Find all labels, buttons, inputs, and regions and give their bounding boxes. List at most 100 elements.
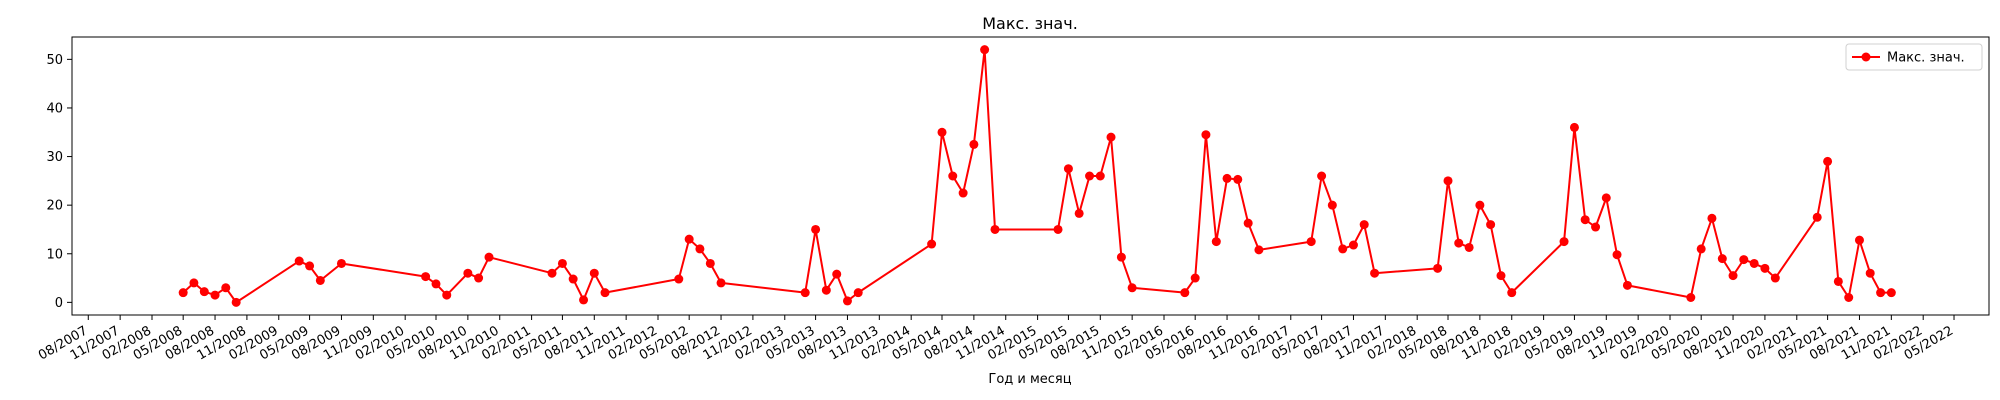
y-tick-label: 0 bbox=[55, 296, 63, 311]
data-point bbox=[1591, 222, 1601, 232]
y-tick-label: 40 bbox=[46, 101, 63, 116]
data-point bbox=[1686, 293, 1696, 302]
data-point bbox=[1749, 258, 1759, 268]
data-point bbox=[210, 290, 220, 300]
data-point bbox=[221, 283, 231, 293]
data-point bbox=[1127, 283, 1137, 293]
data-point bbox=[568, 274, 578, 284]
data-point bbox=[927, 239, 937, 249]
data-point bbox=[1770, 273, 1780, 283]
data-point bbox=[1370, 268, 1380, 278]
data-point bbox=[484, 252, 494, 262]
data-point bbox=[547, 268, 557, 278]
data-point bbox=[980, 45, 990, 55]
data-point bbox=[1886, 288, 1896, 298]
data-point bbox=[1854, 235, 1864, 245]
data-point bbox=[1507, 288, 1517, 298]
y-tick-label: 50 bbox=[46, 53, 63, 68]
data-point bbox=[1243, 218, 1253, 228]
data-point bbox=[1095, 171, 1105, 181]
data-point bbox=[1201, 130, 1211, 140]
data-point bbox=[315, 275, 325, 285]
data-point bbox=[1085, 171, 1095, 181]
data-point bbox=[1760, 263, 1770, 273]
data-point bbox=[600, 288, 610, 298]
data-point bbox=[1464, 242, 1474, 252]
data-point bbox=[800, 288, 810, 298]
data-point bbox=[1559, 237, 1569, 247]
data-point bbox=[853, 288, 863, 298]
data-point bbox=[557, 258, 567, 268]
x-axis-label: Год и месяц bbox=[988, 372, 1071, 387]
data-point bbox=[842, 296, 852, 306]
data-point bbox=[1601, 193, 1611, 203]
data-point bbox=[579, 295, 589, 305]
data-point bbox=[1359, 220, 1369, 230]
data-point bbox=[1106, 132, 1116, 142]
data-point bbox=[937, 127, 947, 137]
data-point bbox=[1053, 224, 1063, 234]
data-point bbox=[1443, 176, 1453, 186]
data-point bbox=[1254, 245, 1264, 255]
data-point bbox=[1211, 237, 1221, 247]
data-point bbox=[1865, 268, 1875, 278]
data-point bbox=[958, 188, 968, 198]
data-point bbox=[431, 279, 441, 289]
y-axis: 0 10 20 30 40 50 bbox=[46, 53, 72, 311]
data-point bbox=[990, 224, 1000, 234]
data-point bbox=[442, 290, 452, 300]
data-point bbox=[1496, 271, 1506, 281]
data-point bbox=[1180, 288, 1190, 298]
data-point bbox=[674, 274, 684, 284]
data-point bbox=[832, 269, 842, 279]
data-point bbox=[1812, 212, 1822, 222]
data-point bbox=[1622, 280, 1632, 290]
y-tick-label: 20 bbox=[46, 199, 63, 214]
data-point bbox=[716, 278, 726, 288]
data-point bbox=[1327, 200, 1337, 210]
y-tick-label: 30 bbox=[46, 150, 63, 165]
data-point bbox=[969, 139, 979, 149]
legend-entry-label: Макс. знач. bbox=[1887, 51, 1965, 66]
data-point bbox=[1306, 237, 1316, 247]
data-point bbox=[1696, 244, 1706, 254]
data-point bbox=[1338, 244, 1348, 254]
data-point bbox=[1190, 273, 1200, 283]
data-point bbox=[1823, 156, 1833, 166]
data-point bbox=[231, 297, 241, 307]
data-point bbox=[948, 171, 958, 181]
data-point bbox=[589, 268, 599, 278]
data-point bbox=[1454, 238, 1464, 248]
data-point bbox=[1222, 173, 1232, 183]
legend-marker-swatch bbox=[1861, 52, 1871, 62]
data-point bbox=[1717, 254, 1727, 264]
data-point bbox=[1569, 122, 1579, 132]
data-point bbox=[421, 272, 431, 282]
data-point bbox=[1317, 171, 1327, 181]
data-point bbox=[1833, 276, 1843, 286]
data-point bbox=[1233, 174, 1243, 184]
legend: Макс. знач. bbox=[1845, 43, 1983, 71]
data-point bbox=[1844, 293, 1854, 302]
data-point bbox=[1612, 250, 1622, 260]
data-point bbox=[1475, 200, 1485, 210]
data-point bbox=[1348, 240, 1358, 250]
plot-frame bbox=[71, 36, 1990, 316]
data-point bbox=[1074, 208, 1084, 218]
data-point bbox=[305, 261, 315, 271]
data-point bbox=[1486, 220, 1496, 230]
data-point bbox=[189, 278, 199, 288]
data-point bbox=[294, 256, 304, 266]
data-point bbox=[811, 224, 821, 234]
data-point bbox=[1433, 263, 1443, 273]
data-point bbox=[684, 234, 694, 244]
data-point bbox=[1063, 164, 1073, 174]
data-point bbox=[1580, 215, 1590, 225]
series-layer bbox=[178, 45, 1896, 307]
data-point bbox=[695, 244, 705, 254]
data-point bbox=[821, 285, 831, 295]
data-point bbox=[178, 288, 188, 298]
data-point bbox=[705, 258, 715, 268]
